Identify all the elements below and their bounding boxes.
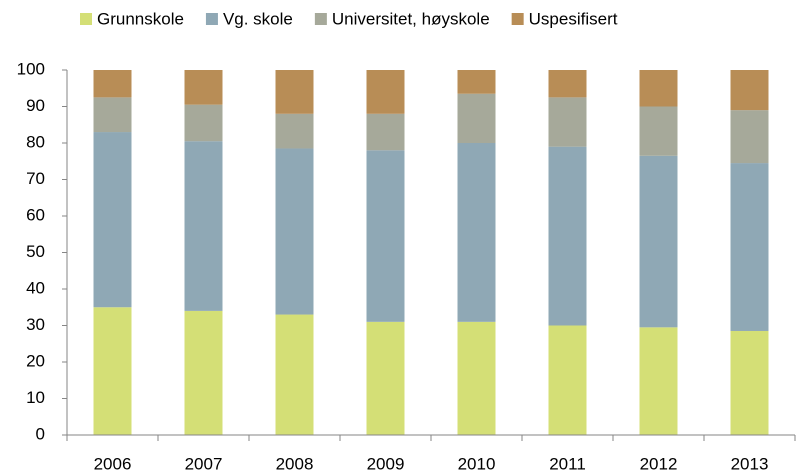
bar-segment — [730, 110, 769, 164]
bar-segment — [184, 104, 223, 142]
x-tick-label: 2011 — [549, 454, 586, 473]
bar-segment — [366, 321, 405, 435]
y-tick-label: 100 — [17, 59, 45, 78]
bar-segment — [93, 132, 132, 308]
bar-segment — [548, 70, 587, 98]
bar-segment — [275, 113, 314, 149]
legend-swatch — [205, 13, 218, 25]
bar-segment — [639, 327, 678, 435]
x-tick-label: 2007 — [185, 454, 223, 473]
legend-swatch — [511, 13, 524, 25]
y-tick-label: 40 — [26, 278, 45, 297]
legend-label: Grunnskole — [97, 9, 184, 28]
legend-label: Universitet, høyskole — [332, 9, 490, 28]
y-tick-label: 30 — [26, 315, 45, 334]
bar-segment — [93, 307, 132, 435]
bar-segment — [457, 70, 496, 94]
legend-swatch — [80, 13, 92, 25]
bar-segment — [730, 163, 769, 331]
bar-segment — [457, 321, 496, 435]
bar-segment — [457, 143, 496, 322]
x-tick-label: 2012 — [640, 454, 678, 473]
y-tick-label: 60 — [26, 205, 45, 224]
bar-segment — [366, 70, 405, 114]
x-tick-label: 2006 — [94, 454, 132, 473]
bar-segment — [639, 106, 678, 156]
x-tick-label: 2010 — [458, 454, 496, 473]
y-tick-label: 0 — [36, 424, 45, 443]
bar-segment — [366, 150, 405, 322]
bar-segment — [93, 70, 132, 98]
x-tick-label: 2013 — [731, 454, 769, 473]
bar-segment — [93, 97, 132, 133]
bar-segment — [730, 330, 769, 435]
bar-segment — [275, 314, 314, 435]
bar-segment — [275, 70, 314, 114]
legend-label: Vg. skole — [223, 9, 293, 28]
y-tick-label: 20 — [26, 351, 45, 370]
bar-segment — [639, 70, 678, 107]
y-tick-label: 50 — [26, 242, 45, 261]
bar-segment — [548, 97, 587, 147]
x-tick-label: 2009 — [367, 454, 405, 473]
bar-segment — [730, 70, 769, 111]
y-tick-label: 80 — [26, 132, 45, 151]
bar-segment — [548, 325, 587, 435]
y-tick-label: 70 — [26, 169, 45, 188]
bar-segment — [366, 113, 405, 151]
bar-segment — [184, 70, 223, 105]
bar-segment — [275, 148, 314, 315]
bar-segment — [639, 155, 678, 328]
bar-segment — [184, 141, 223, 311]
bar-segment — [457, 93, 496, 143]
bar-segment — [184, 310, 223, 435]
y-tick-label: 10 — [26, 388, 45, 407]
legend-swatch — [314, 13, 327, 25]
x-tick-label: 2008 — [276, 454, 314, 473]
legend-label: Uspesifisert — [529, 9, 618, 28]
bar-segment — [548, 146, 587, 326]
y-tick-label: 90 — [26, 96, 45, 115]
